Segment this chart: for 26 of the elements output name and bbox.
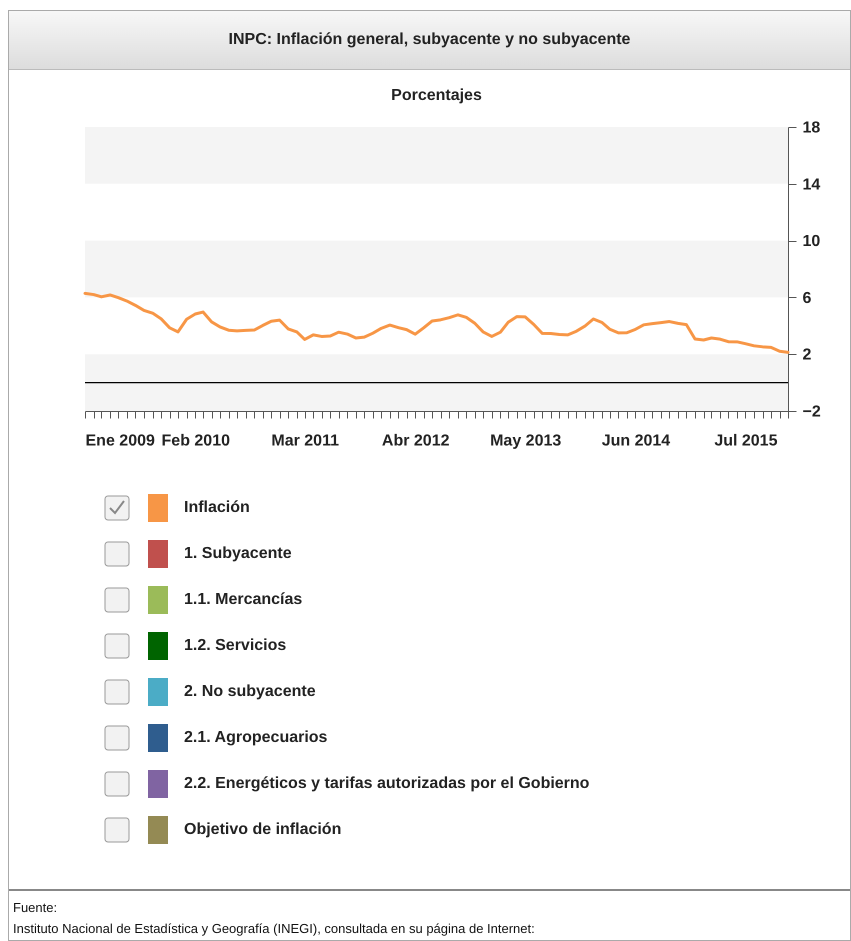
text: Instituto Nacional de Estadística y Geografía (INEGI), consultada en su página de Internet: — [13, 920, 536, 938]
legend-label: 1.1. Mercancías — [184, 591, 302, 609]
y-tick-label: 14 — [802, 176, 820, 194]
y-tick-label: −2 — [802, 404, 821, 420]
y-tick-label: 2 — [802, 346, 812, 364]
legend-label: 2.2. Energéticos y tarifas autorizadas por el Gobierno — [184, 775, 590, 793]
x-tick-label: Ene 2009 — [86, 432, 155, 450]
legend-label: 1.2. Servicios — [184, 637, 286, 655]
x-tick-label: Abr 2012 — [382, 432, 450, 450]
legend-label: 1. Subyacente — [184, 545, 292, 563]
x-tick-label: Mar 2011 — [271, 432, 340, 450]
legend-label: Objetivo de inflación — [184, 821, 342, 839]
chart-title: INPC: Inflación general, subyacente y no subyacente — [9, 11, 850, 70]
legend-label: 2. No subyacente — [184, 683, 316, 701]
y-tick-label: 18 — [802, 120, 820, 136]
line-series — [84, 292, 790, 354]
y-tick-label: 6 — [802, 290, 812, 307]
source-note: Fuente: — [13, 899, 58, 917]
legend-label: 2.1. Agropecuarios — [184, 729, 328, 747]
x-tick-label: Jun 2014 — [602, 432, 670, 450]
x-tick-label: Feb 2010 — [162, 432, 230, 450]
y-tick-label: 10 — [802, 233, 820, 250]
x-tick-label: May 2013 — [490, 432, 562, 450]
legend-label: Inflación — [184, 499, 250, 517]
x-tick-label: Jul 2015 — [714, 432, 778, 450]
chart-subtitle: Porcentajes — [391, 87, 482, 104]
